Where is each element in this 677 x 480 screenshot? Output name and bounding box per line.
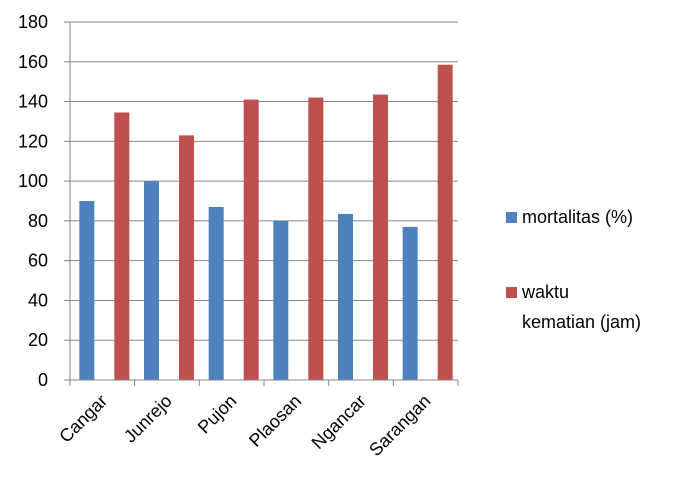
legend-label: kematian (jam) bbox=[522, 312, 641, 332]
y-tick-label: 180 bbox=[18, 12, 48, 32]
bar-mortalitas bbox=[144, 181, 159, 380]
x-tick-label: Ngancar bbox=[308, 391, 370, 453]
bar-waktu-kematian bbox=[308, 97, 324, 381]
y-tick-label: 120 bbox=[18, 131, 48, 151]
x-tick-label: Sarangan bbox=[365, 391, 434, 460]
y-tick-label: 100 bbox=[18, 171, 48, 191]
bar-waktu-kematian bbox=[243, 99, 259, 381]
bar-waktu-kematian bbox=[373, 94, 388, 380]
bar-mortalitas bbox=[208, 206, 224, 380]
y-tick-label: 160 bbox=[18, 52, 48, 72]
x-tick-label: Pujon bbox=[194, 391, 241, 438]
legend-label: mortalitas (%) bbox=[522, 207, 633, 227]
y-tick-label: 140 bbox=[18, 92, 48, 112]
y-tick-label: 0 bbox=[38, 370, 48, 390]
bar-mortalitas bbox=[338, 213, 353, 380]
y-tick-label: 60 bbox=[28, 251, 48, 271]
y-tick-label: 20 bbox=[28, 330, 48, 350]
legend-swatch bbox=[506, 212, 517, 223]
bar-mortalitas bbox=[79, 201, 95, 380]
gridlines bbox=[70, 21, 458, 341]
x-tick-label: Cangar bbox=[55, 391, 111, 447]
y-tick-label: 80 bbox=[28, 211, 48, 231]
legend-swatch bbox=[506, 287, 517, 298]
y-tick-label: 40 bbox=[28, 290, 48, 310]
legend-label: waktu bbox=[521, 282, 569, 302]
bar-mortalitas bbox=[402, 226, 418, 380]
bar-waktu-kematian bbox=[114, 112, 130, 380]
x-tick-label: Plaosan bbox=[245, 391, 305, 451]
bar-waktu-kematian bbox=[179, 135, 194, 380]
bar-mortalitas bbox=[273, 220, 289, 380]
x-tick-label: Junrejo bbox=[120, 391, 176, 447]
legend: mortalitas (%) waktu kematian (jam) bbox=[506, 207, 641, 332]
bars bbox=[79, 64, 453, 381]
y-axis-ticks: 0 20 40 60 80 100 120 140 160 180 bbox=[18, 12, 70, 390]
bar-waktu-kematian bbox=[437, 64, 453, 380]
